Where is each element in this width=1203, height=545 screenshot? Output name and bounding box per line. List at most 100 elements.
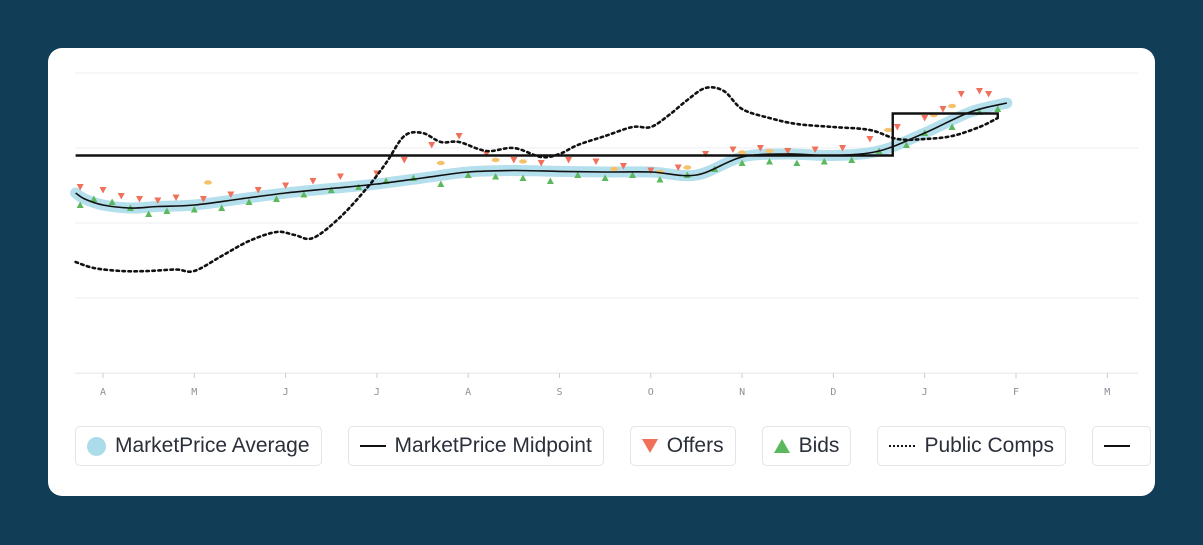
orange-marker (683, 165, 692, 170)
bid-point (820, 158, 828, 165)
offer-point (282, 182, 290, 189)
chart-card: A M J J A S O N D J F M MarketPrice Average MarketP… (48, 48, 1155, 496)
bid-point (601, 174, 609, 181)
offer-point (647, 167, 655, 174)
bid-point (574, 171, 582, 178)
bid-point (546, 177, 554, 184)
offer-point (839, 145, 847, 152)
public-comps-group (74, 86, 1000, 274)
bid-point (218, 204, 226, 211)
legend-item-truncated[interactable] (1092, 426, 1151, 466)
triangle-up-icon (773, 439, 790, 453)
offer-point (866, 136, 874, 143)
offer-point (254, 187, 262, 194)
bid-point (948, 123, 956, 130)
bid-point (656, 176, 664, 183)
orange-markers-group (203, 103, 957, 185)
offer-point (117, 193, 125, 200)
offer-point (482, 151, 490, 158)
legend-item-marketprice-midpoint[interactable]: MarketPrice Midpoint (347, 426, 604, 466)
offer-point (510, 157, 518, 164)
bid-point (355, 183, 363, 190)
legend: MarketPrice Average MarketPrice Midpoint… (75, 426, 1151, 466)
offer-point (400, 157, 408, 164)
legend-item-offers[interactable]: Offers (629, 426, 736, 466)
bid-point (848, 156, 856, 163)
orange-marker (948, 103, 957, 109)
offer-point (136, 196, 144, 203)
bid-point (108, 198, 116, 205)
bid-point (76, 201, 84, 208)
offer-point (985, 91, 993, 98)
offer-point (939, 106, 947, 113)
legend-label: Public Comps (924, 434, 1054, 457)
offer-point (537, 160, 545, 167)
midpoint-group (75, 112, 999, 157)
offer-point (455, 133, 463, 140)
solid-line-swatch-icon (1104, 445, 1130, 447)
bid-point (437, 180, 445, 187)
triangle-down-icon (641, 439, 658, 453)
public-comps-line (74, 86, 1000, 274)
orange-marker (610, 166, 619, 172)
offers-group (76, 88, 993, 204)
bid-point (519, 174, 527, 181)
bid-point (994, 105, 1002, 112)
legend-label: Bids (798, 434, 840, 457)
bid-point (327, 186, 335, 193)
offer-point (199, 196, 207, 203)
offer-point (702, 151, 710, 158)
orange-marker (518, 159, 527, 164)
offer-point (99, 187, 107, 194)
dotted-line-swatch-icon (889, 445, 916, 447)
solid-line-swatch-icon (359, 445, 386, 447)
x-tick-label: M (191, 387, 197, 398)
bid-point (163, 207, 171, 214)
circle-swatch-icon (87, 436, 106, 456)
offer-point (619, 163, 627, 170)
legend-label: Offers (666, 434, 724, 457)
offer-point (154, 197, 162, 204)
legend-label: MarketPrice Midpoint (394, 434, 592, 457)
bid-point (765, 158, 773, 165)
bid-point (272, 195, 280, 202)
bid-point (738, 159, 746, 166)
bid-point (629, 171, 637, 178)
grid-lines (75, 72, 1138, 374)
offer-point (756, 145, 764, 152)
offer-point (309, 178, 317, 185)
orange-marker (765, 148, 774, 154)
x-tick-label: F (1013, 387, 1019, 398)
legend-label: MarketPrice Average (115, 434, 310, 457)
x-tick-label: J (374, 387, 380, 398)
bid-point (300, 191, 308, 198)
legend-item-public-comps[interactable]: Public Comps (877, 426, 1066, 466)
bid-point (245, 198, 253, 205)
x-tick-label: A (465, 387, 471, 398)
offer-point (975, 88, 983, 95)
offer-point (674, 164, 682, 171)
offer-point (811, 146, 819, 153)
offer-point (729, 146, 737, 153)
x-tick-label: N (739, 387, 745, 398)
offer-point (921, 115, 929, 122)
offer-point (784, 148, 792, 155)
bid-point (793, 159, 801, 166)
bid-point (464, 171, 472, 178)
bid-point (492, 173, 500, 180)
offer-point (428, 142, 436, 149)
offer-point (893, 124, 901, 131)
x-tick-label: A (100, 387, 106, 398)
offer-point (957, 91, 965, 98)
x-tick-label: O (648, 387, 654, 398)
offer-point (227, 191, 235, 198)
legend-item-marketprice-average[interactable]: MarketPrice Average (75, 426, 322, 466)
legend-item-bids[interactable]: Bids (761, 426, 852, 466)
x-tick-label: M (1104, 387, 1110, 398)
orange-marker (436, 160, 445, 166)
offer-point (592, 158, 600, 165)
bid-point (90, 195, 98, 202)
offer-point (336, 173, 344, 180)
